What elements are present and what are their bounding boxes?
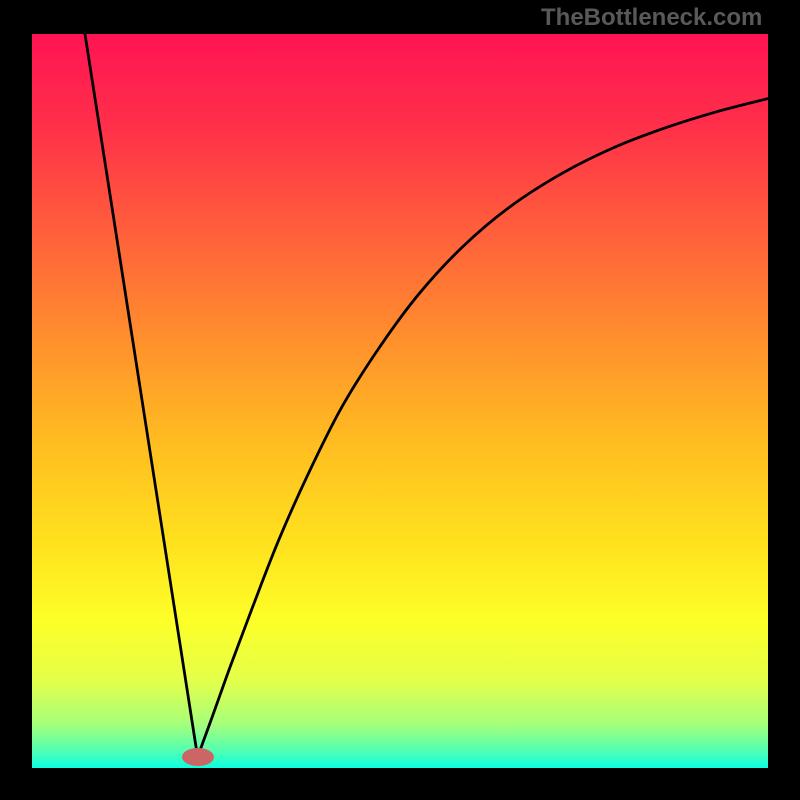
curve-svg bbox=[32, 34, 768, 768]
plot-area bbox=[32, 34, 768, 768]
chart-frame: TheBottleneck.com bbox=[0, 0, 800, 800]
bottleneck-curve bbox=[85, 34, 768, 757]
watermark-text: TheBottleneck.com bbox=[541, 4, 762, 32]
minimum-marker bbox=[182, 748, 214, 766]
